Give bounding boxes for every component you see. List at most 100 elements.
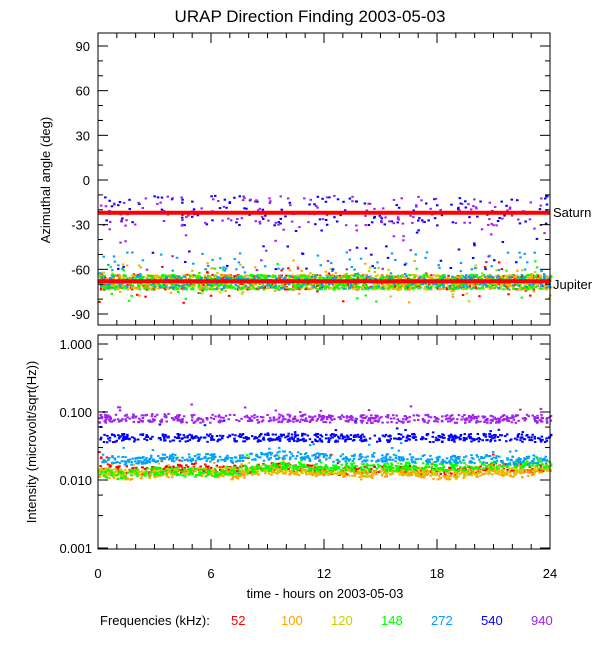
data-point-148 [155, 467, 159, 470]
data-point-148 [300, 459, 303, 462]
data-point-100 [505, 473, 509, 476]
data-point-120 [528, 276, 531, 279]
data-point-540 [518, 222, 522, 225]
data-point-120 [242, 282, 246, 285]
data-point-148 [476, 275, 479, 278]
data-point-272 [111, 269, 114, 272]
data-point-148 [538, 467, 542, 470]
data-point-100 [421, 475, 424, 478]
data-point-100 [139, 266, 142, 269]
data-point-120 [417, 474, 421, 477]
data-point-272 [244, 285, 248, 288]
data-point-120 [545, 468, 548, 471]
data-point-100 [369, 276, 373, 279]
data-point-148 [213, 274, 216, 277]
data-point-272 [233, 258, 236, 261]
data-point-100 [450, 290, 454, 293]
data-point-148 [131, 284, 134, 287]
data-point-148 [175, 474, 179, 477]
data-point-272 [158, 285, 162, 288]
data-point-272 [304, 278, 308, 281]
data-point-100 [446, 478, 449, 481]
data-point-148 [106, 469, 110, 472]
data-point-100 [442, 475, 446, 478]
data-point-148 [224, 473, 227, 476]
data-point-120 [495, 269, 498, 272]
data-point-52 [443, 472, 446, 475]
data-point-120 [286, 286, 289, 289]
data-point-148 [475, 466, 478, 469]
data-point-540 [160, 208, 164, 211]
data-point-148 [174, 471, 177, 474]
data-point-940 [171, 197, 174, 200]
data-point-148 [404, 288, 407, 291]
data-point-272 [423, 278, 427, 281]
data-point-52 [172, 466, 176, 469]
data-point-52 [450, 472, 453, 475]
data-point-148 [197, 285, 201, 288]
data-point-120 [401, 275, 405, 278]
data-point-100 [511, 475, 515, 478]
data-point-940 [392, 222, 395, 225]
data-point-100 [423, 470, 426, 473]
data-point-52 [298, 469, 302, 472]
data-point-100 [321, 469, 324, 472]
data-point-540 [328, 196, 331, 199]
data-point-120 [418, 277, 422, 280]
data-point-52 [504, 463, 507, 466]
data-point-940 [212, 198, 215, 201]
data-point-100 [326, 274, 330, 277]
data-point-52 [162, 286, 166, 289]
data-point-52 [204, 463, 207, 466]
data-point-148 [158, 283, 162, 286]
data-point-100 [242, 472, 246, 475]
data-point-120 [512, 471, 516, 474]
data-point-540 [524, 220, 527, 223]
data-point-100 [292, 278, 295, 281]
data-point-148 [191, 473, 194, 476]
data-point-148 [396, 283, 400, 286]
data-point-148 [404, 286, 407, 289]
data-point-148 [539, 277, 542, 280]
data-point-120 [318, 275, 322, 278]
data-point-148 [319, 467, 322, 470]
data-point-120 [383, 466, 386, 469]
data-point-540 [343, 209, 347, 212]
data-point-148 [271, 285, 274, 288]
data-point-148 [460, 461, 463, 464]
data-point-120 [426, 276, 430, 279]
data-point-120 [156, 475, 160, 478]
data-point-120 [308, 275, 311, 278]
data-point-148 [161, 275, 165, 278]
data-point-272 [497, 275, 500, 278]
data-point-540 [308, 203, 311, 206]
data-point-120 [467, 300, 471, 303]
data-point-148 [350, 464, 354, 467]
data-point-272 [470, 276, 474, 279]
data-point-148 [360, 467, 363, 470]
data-point-272 [495, 276, 499, 279]
data-point-148 [115, 286, 118, 289]
data-point-100 [475, 475, 479, 478]
data-point-148 [452, 276, 456, 279]
data-point-100 [139, 477, 143, 479]
data-point-148 [378, 282, 381, 285]
data-point-100 [175, 282, 179, 285]
data-point-100 [126, 477, 129, 480]
data-point-100 [300, 468, 304, 471]
data-point-120 [508, 467, 511, 470]
data-point-272 [438, 285, 441, 288]
data-point-940 [258, 220, 261, 223]
data-point-52 [306, 283, 309, 286]
data-point-120 [140, 283, 143, 286]
data-point-52 [273, 469, 276, 472]
data-point-120 [431, 276, 435, 279]
data-point-52 [257, 463, 260, 466]
data-point-272 [275, 278, 278, 280]
data-point-120 [515, 467, 518, 470]
data-point-120 [305, 473, 308, 476]
data-point-148 [384, 465, 388, 468]
data-point-120 [539, 274, 542, 277]
data-point-148 [372, 463, 375, 466]
data-point-940 [296, 267, 300, 270]
